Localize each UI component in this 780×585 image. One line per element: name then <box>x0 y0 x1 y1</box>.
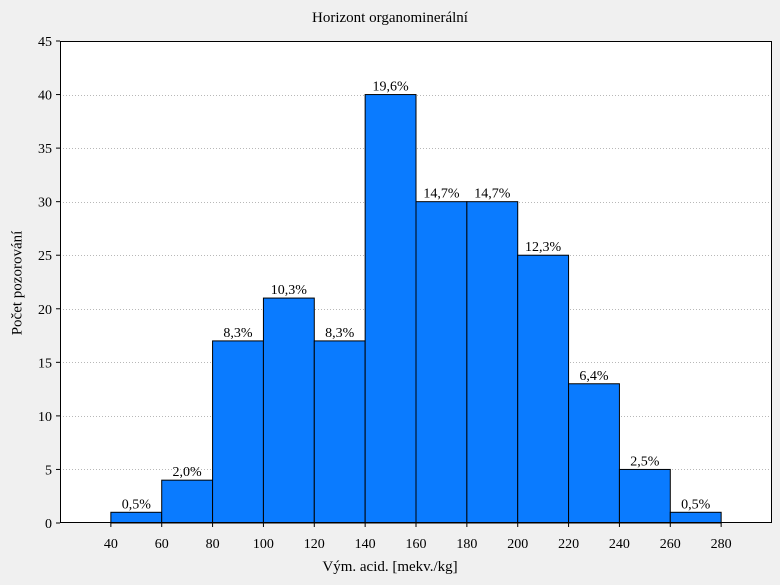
x-tick-label: 260 <box>660 537 681 552</box>
bar-data-label: 14,7% <box>474 187 511 202</box>
bar-data-label: 0,5% <box>681 497 711 512</box>
x-tick-label: 160 <box>406 537 427 552</box>
x-tick-label: 220 <box>558 537 579 552</box>
y-tick-label: 30 <box>38 196 52 211</box>
bar-140-160 <box>364 94 417 524</box>
bar-data-label: 12,3% <box>525 240 562 255</box>
plot-frame <box>60 41 772 523</box>
y-tick-label: 20 <box>38 303 52 318</box>
bar-120-140 <box>313 340 366 524</box>
bar-data-label: 2,0% <box>173 465 203 480</box>
bar-data-label: 6,4% <box>579 369 609 384</box>
x-tick-label: 60 <box>155 537 169 552</box>
y-tick-label: 40 <box>38 89 52 104</box>
x-tick-label: 120 <box>304 537 325 552</box>
bar-80-100 <box>212 340 264 524</box>
bar-220-240 <box>568 383 620 524</box>
x-tick-label: 140 <box>355 537 376 552</box>
bar-40-60 <box>110 511 163 524</box>
x-tick-label: 100 <box>253 537 274 552</box>
x-tick-label: 280 <box>711 537 732 552</box>
x-axis-label: Vým. acid. [mekv./kg] <box>322 559 458 575</box>
x-tick-label: 200 <box>507 537 528 552</box>
bar-200-220 <box>517 254 570 524</box>
bar-180-200 <box>466 201 519 524</box>
x-tick-label: 180 <box>456 537 477 552</box>
y-tick-label: 5 <box>45 463 52 478</box>
bar-60-80 <box>161 479 214 524</box>
y-tick-label: 10 <box>38 410 52 425</box>
x-tick-label: 40 <box>104 537 118 552</box>
y-tick-label: 25 <box>38 249 52 264</box>
bar-data-label: 8,3% <box>325 326 355 341</box>
x-tick-label: 80 <box>206 537 220 552</box>
bar-260-280 <box>669 511 722 524</box>
y-tick-label: 0 <box>45 517 52 532</box>
bar-data-label: 2,5% <box>630 454 660 469</box>
bar-data-label: 0,5% <box>122 497 152 512</box>
bar-data-label: 19,6% <box>372 80 409 95</box>
bar-160-180 <box>415 201 468 524</box>
bar-data-label: 10,3% <box>271 283 308 298</box>
chart-title: Horizont organominerální <box>312 10 468 26</box>
x-tick-label: 240 <box>609 537 630 552</box>
y-tick-label: 45 <box>38 35 52 50</box>
bar-data-label: 14,7% <box>423 187 460 202</box>
bar-data-label: 8,3% <box>223 326 253 341</box>
y-tick-label: 15 <box>38 356 52 371</box>
bar-240-260 <box>618 468 671 524</box>
bar-100-120 <box>262 297 315 524</box>
y-tick-label: 35 <box>38 142 52 157</box>
